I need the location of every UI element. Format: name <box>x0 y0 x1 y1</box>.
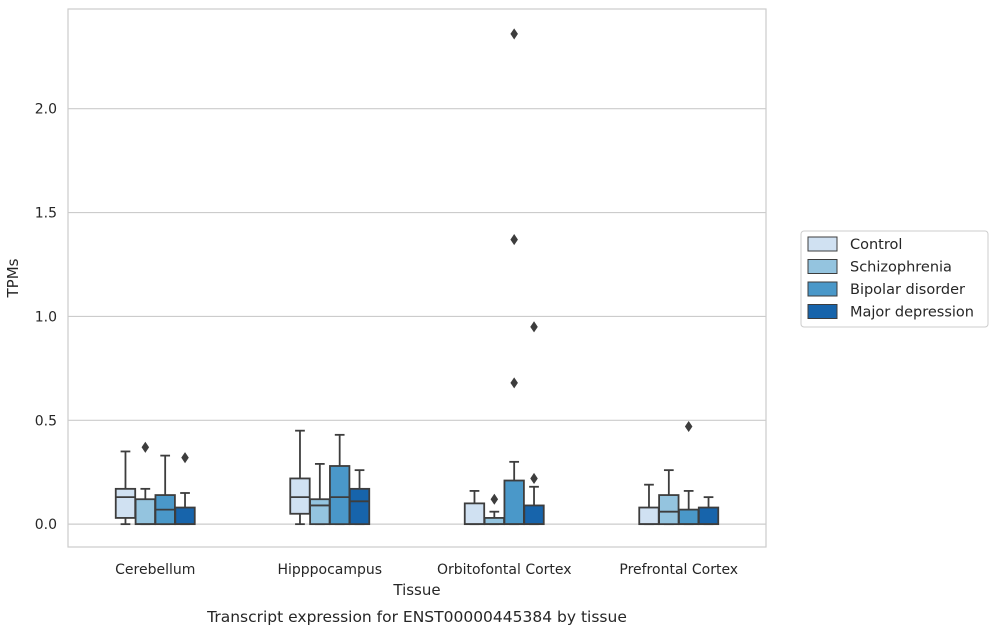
legend: Control Schizophrenia Bipolar disorder Majo… <box>800 230 989 328</box>
legend-swatch <box>807 259 838 274</box>
outlier-point <box>141 441 150 453</box>
y-tick-label: 1.0 <box>35 309 57 325</box>
box <box>114 487 137 519</box>
legend-label: Bipolar disorder <box>850 282 965 298</box>
box <box>134 498 156 526</box>
box <box>523 504 545 526</box>
legend-swatch <box>807 236 838 252</box>
outlier-point <box>510 234 518 246</box>
y-axis-label: TPMs <box>4 258 22 298</box>
legend-swatch <box>807 304 838 319</box>
outlier-point <box>181 452 189 464</box>
box <box>658 494 680 526</box>
y-tick-label: 2.0 <box>35 102 57 118</box>
box <box>463 502 486 526</box>
box <box>309 498 331 526</box>
box <box>638 506 660 526</box>
boxes <box>114 28 720 526</box>
legend-label: Control <box>850 237 902 253</box>
outlier-point <box>490 493 499 505</box>
box <box>348 487 371 526</box>
box <box>483 517 505 526</box>
x-tick-label: Cerebellum <box>115 562 195 578</box>
legend-frame <box>800 230 989 328</box>
legend-label: Major depression <box>850 305 974 321</box>
y-tick-label: 0.5 <box>35 413 57 429</box>
outlier-point <box>684 420 693 433</box>
outlier-point <box>530 321 538 333</box>
x-tick-label: Hipppocampus <box>277 562 382 578</box>
box <box>678 508 700 526</box>
box <box>329 465 351 526</box>
legend-label: Schizophrenia <box>850 260 952 276</box>
x-tick-label: Prefrontal Cortex <box>619 562 738 578</box>
outlier-point <box>510 377 518 389</box>
box <box>174 506 196 526</box>
y-axis-ticks: 0.0 0.5 1.0 1.5 2.0 <box>35 102 57 533</box>
legend-swatch <box>807 281 838 297</box>
box <box>697 506 720 526</box>
outlier-point <box>510 28 518 40</box>
outlier-point <box>530 472 538 484</box>
x-axis-ticks: Cerebellum Hipppocampus Orbitofontal Corte… <box>115 562 738 578</box>
x-tick-label: Orbitofontal Cortex <box>437 562 572 578</box>
y-tick-label: 1.5 <box>35 206 57 222</box>
plot-area <box>67 8 767 548</box>
y-tick-label: 0.0 <box>35 517 57 533</box>
chart-caption: Transcript expression for ENST0000044538… <box>206 608 627 626</box>
box <box>289 477 311 515</box>
box <box>503 479 525 526</box>
x-axis-label: Tissue <box>392 581 440 599</box>
